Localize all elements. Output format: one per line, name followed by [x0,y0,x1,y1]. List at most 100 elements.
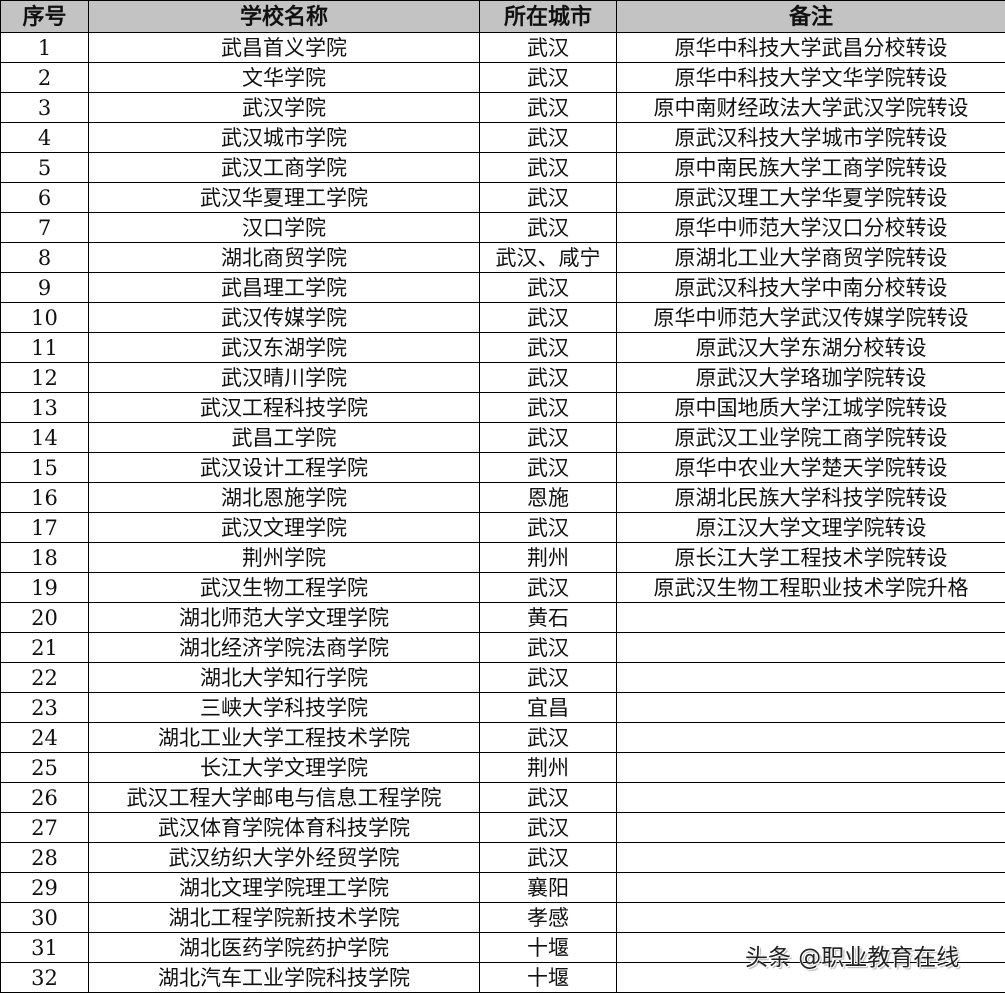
cell-city: 武汉 [480,843,617,873]
cell-index: 16 [1,483,89,513]
cell-city: 武汉 [480,423,617,453]
cell-city: 武汉 [480,573,617,603]
cell-index: 19 [1,573,89,603]
cell-school-name: 湖北商贸学院 [89,243,480,273]
cell-notes: 原武汉科技大学中南分校转设 [617,273,1005,303]
cell-notes [617,873,1005,903]
cell-city: 武汉 [480,513,617,543]
cell-school-name: 武汉传媒学院 [89,303,480,333]
cell-school-name: 武汉纺织大学外经贸学院 [89,843,480,873]
cell-notes: 原湖北工业大学商贸学院转设 [617,243,1005,273]
cell-school-name: 武汉东湖学院 [89,333,480,363]
cell-city: 武汉 [480,153,617,183]
cell-school-name: 武汉学院 [89,93,480,123]
cell-index: 27 [1,813,89,843]
cell-city: 武汉 [480,123,617,153]
cell-city: 恩施 [480,483,617,513]
cell-school-name: 武昌首义学院 [89,33,480,63]
header-row: 序号 学校名称 所在城市 备注 [1,1,1005,33]
cell-index: 12 [1,363,89,393]
cell-school-name: 湖北文理学院理工学院 [89,873,480,903]
cell-notes [617,903,1005,933]
cell-school-name: 武汉体育学院体育科技学院 [89,813,480,843]
header-school-name: 学校名称 [89,1,480,33]
cell-notes: 原华中科技大学武昌分校转设 [617,33,1005,63]
cell-notes [617,633,1005,663]
header-index: 序号 [1,1,89,33]
cell-index: 2 [1,63,89,93]
cell-city: 武汉 [480,633,617,663]
cell-index: 24 [1,723,89,753]
cell-school-name: 湖北经济学院法商学院 [89,633,480,663]
watermark: 头条 @职业教育在线 [745,938,959,972]
cell-school-name: 武汉城市学院 [89,123,480,153]
cell-index: 1 [1,33,89,63]
header-notes: 备注 [617,1,1005,33]
cell-city: 武汉 [480,33,617,63]
cell-index: 28 [1,843,89,873]
cell-school-name: 武汉文理学院 [89,513,480,543]
cell-notes [617,663,1005,693]
cell-school-name: 湖北工业大学工程技术学院 [89,723,480,753]
cell-city: 武汉 [480,663,617,693]
cell-city: 武汉 [480,363,617,393]
cell-index: 7 [1,213,89,243]
cell-notes [617,723,1005,753]
cell-city: 武汉 [480,93,617,123]
cell-school-name: 武汉工程大学邮电与信息工程学院 [89,783,480,813]
cell-index: 5 [1,153,89,183]
cell-school-name: 文华学院 [89,63,480,93]
cell-school-name: 湖北大学知行学院 [89,663,480,693]
cell-notes [617,843,1005,873]
cell-index: 9 [1,273,89,303]
cell-school-name: 武汉工商学院 [89,153,480,183]
cell-city: 十堰 [480,933,617,963]
cell-city: 宜昌 [480,693,617,723]
cell-notes [617,603,1005,633]
cell-index: 6 [1,183,89,213]
cell-notes [617,693,1005,723]
cell-city: 武汉 [480,333,617,363]
cell-city: 孝感 [480,903,617,933]
cell-city: 武汉 [480,453,617,483]
cell-index: 3 [1,93,89,123]
cell-index: 26 [1,783,89,813]
cell-school-name: 湖北师范大学文理学院 [89,603,480,633]
cell-city: 武汉 [480,723,617,753]
cell-city: 武汉 [480,183,617,213]
cell-school-name: 武汉工程科技学院 [89,393,480,423]
cell-city: 武汉 [480,393,617,423]
cell-index: 32 [1,963,89,993]
cell-index: 10 [1,303,89,333]
cell-notes: 原中南民族大学工商学院转设 [617,153,1005,183]
cell-notes: 原武汉生物工程职业技术学院升格 [617,573,1005,603]
cell-city: 武汉 [480,303,617,333]
cell-index: 15 [1,453,89,483]
cell-notes: 原江汉大学文理学院转设 [617,513,1005,543]
cell-school-name: 武汉设计工程学院 [89,453,480,483]
cell-notes: 原华中师范大学汉口分校转设 [617,213,1005,243]
cell-school-name: 三峡大学科技学院 [89,693,480,723]
cell-notes [617,783,1005,813]
cell-index: 13 [1,393,89,423]
